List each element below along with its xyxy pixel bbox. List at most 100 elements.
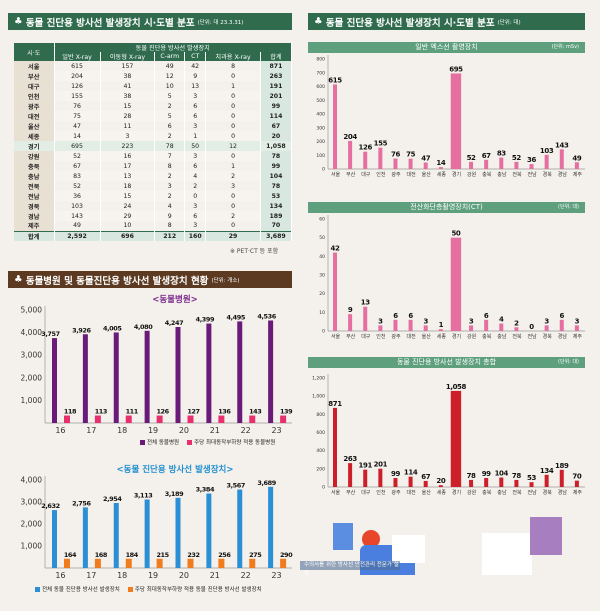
x-tick-label: 인천 (376, 333, 386, 340)
region-cell: 인천 (14, 91, 55, 101)
x-tick-label: 충북 (482, 333, 492, 340)
table-row: 세종 14 3 2 1 0 20 (14, 131, 293, 141)
value-cell: 5 (154, 91, 186, 101)
y-tick-label: 40 (319, 254, 325, 260)
data-label: 134 (540, 467, 554, 475)
value-cell: 6 (184, 161, 207, 171)
y-tick-label: 0 (322, 329, 325, 335)
x-tick-label: 경남 (558, 333, 568, 340)
value-cell: 8 (154, 161, 186, 171)
x-tick-label: 16 (55, 426, 65, 435)
value-cell: 1 (205, 161, 261, 171)
x-tick-label: 충북 (482, 489, 492, 496)
data-label: 139 (280, 408, 293, 416)
x-tick-label: 19 (148, 426, 158, 435)
value-cell: 12 (205, 141, 261, 151)
data-label: 2,632 (41, 502, 60, 510)
data-label: 0 (529, 323, 534, 331)
x-tick-label: 경기 (452, 489, 461, 496)
value-cell: 3 (184, 221, 207, 231)
region-cell: 경북 (14, 201, 55, 211)
region-cell: 울산 (14, 121, 55, 131)
bar (559, 469, 564, 487)
region-cell: 충북 (14, 161, 55, 171)
legend-swatch (187, 440, 193, 445)
legend-swatch (35, 587, 40, 592)
y-tick-label: 1,000 (312, 394, 325, 400)
region-cell: 충남 (14, 171, 55, 181)
value-cell: 2 (154, 131, 186, 141)
data-label: 75 (406, 151, 415, 159)
value-cell: 52 (54, 181, 101, 191)
bar (484, 319, 489, 331)
x-tick-label: 인천 (376, 489, 386, 496)
y-tick-label: 600 (316, 84, 325, 90)
chart-total: 0 200 400 600 800 1,000 1,200 871 서울 263 부산 191 대구 20… (312, 374, 585, 496)
value-cell: 12 (154, 71, 186, 81)
data-label: 126 (156, 408, 169, 416)
value-cell: 78 (154, 141, 186, 151)
data-label: 83 (497, 150, 506, 158)
value-cell: 7 (154, 151, 186, 161)
bar (544, 474, 549, 487)
table-row: 울산 47 11 6 3 0 67 (14, 121, 293, 131)
bar (559, 319, 564, 331)
value-cell: 6 (154, 121, 186, 131)
table-row: 경남 143 29 9 6 2 189 (14, 211, 293, 221)
x-tick-label: 전남 (527, 171, 537, 178)
bar (206, 323, 212, 423)
table-row: 대구 126 41 10 13 1 191 (14, 81, 293, 91)
x-tick-label: 17 (86, 571, 96, 580)
data-label: 113 (95, 408, 107, 416)
bar (469, 325, 474, 331)
value-cell: 38 (100, 91, 156, 101)
bar (574, 162, 579, 169)
data-label: 78 (467, 472, 476, 480)
x-tick-label: 전북 (512, 171, 522, 178)
value-cell: 6 (184, 211, 207, 221)
data-label: 2,756 (72, 499, 91, 507)
table-row: 강원 52 16 7 3 0 78 (14, 151, 293, 161)
bar (175, 497, 181, 568)
region-cell: 경기 (14, 141, 55, 151)
sum-cell: 99 (260, 161, 293, 171)
bar (378, 468, 383, 487)
value-cell: 2 (184, 181, 207, 191)
club-icon: ♣ (14, 274, 26, 285)
club-icon: ♣ (314, 16, 326, 27)
bar (125, 415, 132, 423)
group-header: 동물 진단용 방사선 발생장치 (54, 43, 292, 52)
x-tick-label: 전북 (512, 489, 522, 496)
value-cell: 10 (154, 81, 186, 91)
bar (559, 149, 564, 169)
value-cell: 3 (184, 91, 207, 101)
value-cell: 4 (184, 171, 207, 181)
y-tick-label: 2,000 (21, 520, 43, 529)
x-tick-label: 대구 (361, 489, 371, 496)
value-cell: 6 (184, 111, 207, 121)
sum-cell: 70 (260, 221, 293, 231)
value-cell: 10 (100, 221, 156, 231)
data-label: 4,247 (165, 319, 184, 327)
value-cell: 696 (100, 230, 156, 241)
data-label: 1 (439, 321, 444, 329)
data-label: 189 (555, 462, 569, 470)
value-cell: 8 (205, 61, 261, 71)
x-tick-label: 부산 (346, 333, 356, 340)
bar (144, 499, 150, 568)
sum-cell: 134 (260, 201, 293, 211)
chart-xray: 0 100 200 300 400 500 600 700 800 615 서울 204 부산 126 대구… (316, 55, 585, 178)
data-label: 3,567 (226, 482, 245, 490)
region-cell: 광주 (14, 101, 55, 111)
data-label: 52 (467, 154, 476, 162)
bar (499, 323, 504, 331)
bar (393, 158, 398, 169)
x-tick-label: 19 (148, 571, 158, 580)
sum-cell: 3,689 (260, 230, 293, 241)
region-device-table: 시·도 동물 진단용 방사선 발생장치 일반 X-ray 이동형 X-ray C-a… (14, 43, 293, 241)
x-tick-label: 21 (210, 426, 220, 435)
bar (125, 558, 132, 568)
x-tick-label: 경남 (558, 171, 568, 178)
bar (333, 84, 337, 169)
value-cell: 143 (54, 211, 101, 221)
